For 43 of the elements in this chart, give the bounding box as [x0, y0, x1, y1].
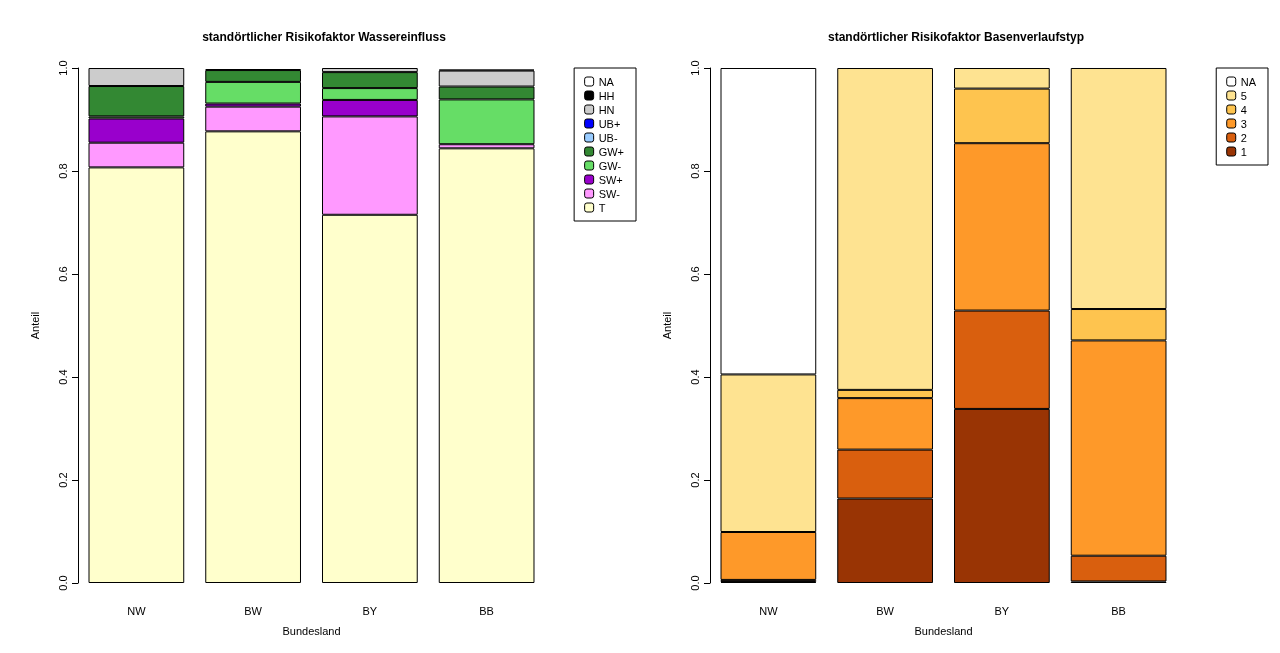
- legend-label: 2: [1240, 131, 1247, 144]
- legend-label: SW-: [598, 187, 621, 200]
- y-tick-label: 0.2: [688, 472, 701, 488]
- y-tick-label: 0.0: [56, 575, 69, 591]
- x-tick-label: BY: [994, 604, 1010, 617]
- y-tick-label: 1.0: [688, 60, 701, 76]
- x-axis-title: Bundesland: [282, 624, 341, 637]
- x-axis-title: Bundesland: [914, 624, 973, 637]
- legend-label: 3: [1240, 117, 1247, 130]
- legend-label: NA: [598, 75, 615, 88]
- legend-label: 4: [1240, 103, 1247, 116]
- legend-label: UB-: [598, 131, 618, 144]
- chart-title: standörtlicher Risikofaktor Wassereinfluss: [202, 30, 447, 44]
- y-tick-label: 0.2: [56, 472, 69, 488]
- y-tick-label: 0.6: [56, 266, 69, 282]
- x-tick-label: BB: [1111, 604, 1126, 617]
- y-tick-label: 0.0: [688, 575, 701, 591]
- x-tick-label: BY: [362, 604, 378, 617]
- y-tick-label: 0.8: [56, 163, 69, 179]
- y-tick-label: 0.8: [688, 163, 701, 179]
- chart-title: standörtlicher Risikofaktor Basenverlaufstyp: [827, 30, 1085, 44]
- legend-label: HH: [598, 89, 615, 102]
- legend-label: 1: [1240, 145, 1247, 158]
- legend-label: T: [598, 201, 606, 214]
- legend-label: GW+: [598, 145, 625, 158]
- legend-label: UB+: [598, 117, 621, 130]
- x-tick-label: NW: [127, 604, 147, 617]
- y-tick-label: 0.4: [688, 369, 701, 385]
- legend-label: GW-: [598, 159, 622, 172]
- legend-label: HN: [598, 103, 615, 116]
- y-axis-title: Anteil: [28, 311, 41, 340]
- legend-label: SW+: [598, 173, 623, 186]
- legend-label: 5: [1240, 89, 1247, 102]
- legend-label: NA: [1240, 75, 1257, 88]
- y-axis-title: Anteil: [660, 311, 673, 340]
- x-tick-label: BW: [876, 604, 895, 617]
- y-tick-label: 0.4: [56, 369, 69, 385]
- x-tick-label: BW: [244, 604, 263, 617]
- y-tick-label: 0.6: [688, 266, 701, 282]
- y-tick-label: 1.0: [56, 60, 69, 76]
- x-tick-label: BB: [479, 604, 494, 617]
- x-tick-label: NW: [759, 604, 779, 617]
- bar: [438, 148, 535, 583]
